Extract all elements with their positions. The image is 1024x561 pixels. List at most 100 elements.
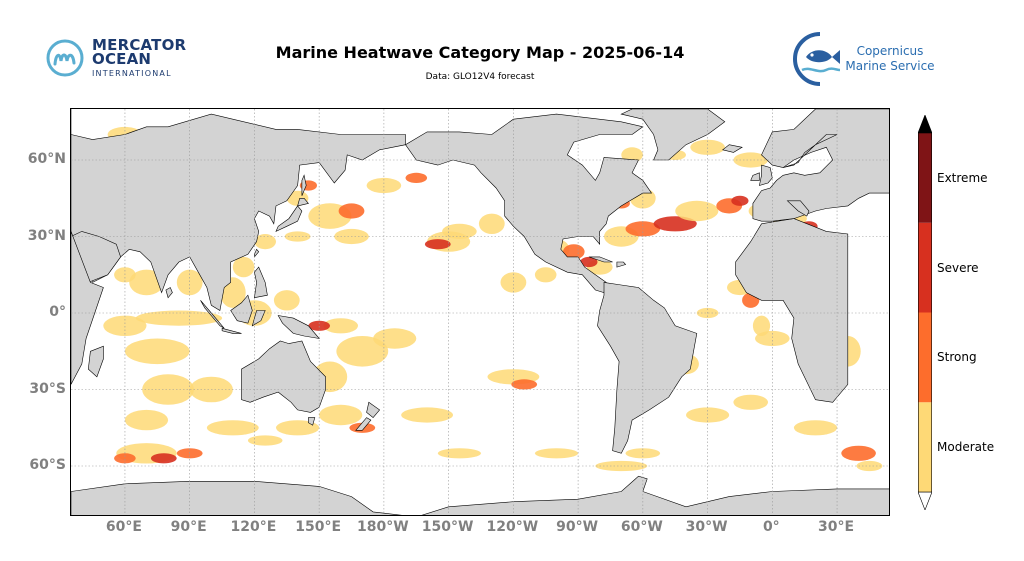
heatwave-patch	[124, 338, 190, 365]
heatwave-patch	[511, 379, 538, 390]
lon-tick-label: 30°E	[818, 519, 855, 535]
heatwave-patch	[437, 448, 481, 459]
colorbar-outline	[918, 132, 932, 493]
heatwave-patch	[534, 448, 579, 459]
lon-tick-label: 150°E	[295, 519, 342, 535]
heatwave-patch	[653, 216, 697, 232]
heatwave-patch	[500, 272, 527, 293]
mercator-logo-line3: INTERNATIONAL	[92, 69, 172, 78]
map-title: Marine Heatwave Category Map - 2025-06-1…	[275, 43, 685, 62]
lon-tick-label: 120°W	[486, 519, 539, 535]
heatwave-patch	[563, 244, 585, 260]
land-japan	[275, 205, 303, 233]
heatwave-patch	[373, 328, 417, 349]
lon-tick-label: 180°W	[357, 519, 409, 535]
heatwave-patch	[308, 320, 330, 331]
land-africa-east-edge	[71, 231, 104, 385]
heatwave-patch	[752, 315, 771, 336]
mercator-logo-line2: OCEAN	[92, 50, 152, 68]
lon-tick-label: 90°E	[170, 519, 207, 535]
lat-tick-label: 30°S	[29, 380, 66, 397]
land-europe-russia-east	[752, 109, 889, 222]
map-subtitle: Data: GLO12V4 forecast	[425, 72, 535, 82]
heatwave-patch	[284, 231, 311, 242]
lat-tick-label: 30°N	[27, 227, 66, 244]
colorbar-segment	[918, 133, 932, 223]
land-greenland	[620, 109, 726, 161]
colorbar-label: Extreme	[937, 170, 988, 185]
land-new-zealand-s	[355, 417, 372, 431]
heatwave-patch	[793, 420, 838, 436]
land-madagascar	[87, 345, 104, 378]
heatwave-patch	[176, 269, 203, 296]
lon-tick-label: 90°W	[556, 519, 599, 535]
lat-tick-label: 60°S	[29, 457, 66, 473]
heatwave-patch	[621, 147, 643, 163]
heatwave-patch	[675, 200, 719, 222]
land-masses	[71, 109, 889, 515]
land-iceland	[722, 144, 743, 153]
land-africa	[735, 218, 849, 403]
copernicus-marine-logo: Copernicus Marine Service	[792, 30, 942, 88]
land-india-lanka	[165, 287, 173, 299]
colorbar-segment	[918, 222, 932, 313]
colorbar-label: Moderate	[937, 440, 995, 455]
lon-tick-label: 120°E	[230, 519, 277, 535]
mercator-ocean-logo: MERCATOR OCEAN INTERNATIONAL	[46, 37, 186, 81]
heatwave-patch	[442, 223, 477, 239]
colorbar-label: Severe	[937, 260, 979, 275]
land-arabia-block	[71, 231, 121, 283]
land-new-zealand-n	[366, 401, 381, 419]
land-north-america	[405, 113, 653, 293]
land-sumatra	[200, 300, 225, 329]
colorbar	[918, 115, 932, 510]
heatwave-patch	[401, 407, 453, 423]
mercator-logo-line1: MERCATOR	[92, 36, 187, 54]
colorbar-label: Strong	[937, 350, 977, 365]
heatwave-patch	[276, 420, 320, 436]
heatwave-patch	[247, 435, 283, 446]
copernicus-fish-icon	[793, 32, 841, 86]
heatwave-patch	[273, 290, 300, 311]
land-australia	[241, 340, 326, 413]
lon-tick-label: 60°W	[620, 519, 663, 535]
heatwave-patch	[323, 318, 358, 334]
heatwave-patch	[841, 445, 876, 461]
heatwave-map	[71, 109, 889, 515]
land-java	[221, 327, 242, 334]
land-hispaniola	[616, 261, 627, 268]
lon-tick-label: 0°	[762, 519, 780, 535]
lon-tick-label: 30°W	[685, 519, 728, 535]
land-britain	[759, 164, 773, 186]
heatwave-patch	[150, 453, 177, 464]
land-sulawesi	[251, 310, 266, 327]
heatwave-patch	[142, 374, 194, 405]
heatwave-patch	[232, 256, 255, 278]
heatwave-patch	[338, 203, 365, 219]
lon-tick-label: 60°E	[105, 519, 142, 535]
land-taiwan	[254, 248, 260, 258]
heatwave-patch	[135, 310, 223, 326]
heatwave-patch	[731, 195, 749, 206]
lat-tick-label: 0°	[49, 304, 66, 320]
heatwave-patch	[424, 239, 451, 250]
land-hokkaido	[297, 198, 309, 207]
heatwave-patch	[129, 269, 164, 296]
heatwave-patch	[206, 420, 259, 436]
land-south-america	[597, 282, 698, 454]
heatwave-patch	[319, 404, 363, 426]
colorbar-extend-max	[918, 115, 932, 134]
heatwave-patch	[336, 336, 389, 367]
land-italy	[786, 200, 810, 217]
land-ireland	[750, 172, 760, 181]
graticule	[71, 109, 889, 515]
heatwave-patch	[534, 267, 557, 283]
heatwave-patch	[103, 315, 147, 336]
heatwave-patch	[690, 139, 725, 155]
land-sakhalin	[301, 174, 307, 196]
heatwave-patch	[114, 453, 136, 464]
colorbar-segment	[918, 312, 932, 403]
land-cuba	[588, 256, 613, 263]
land-eurasia	[71, 109, 406, 311]
heatwave-patch	[405, 172, 428, 183]
